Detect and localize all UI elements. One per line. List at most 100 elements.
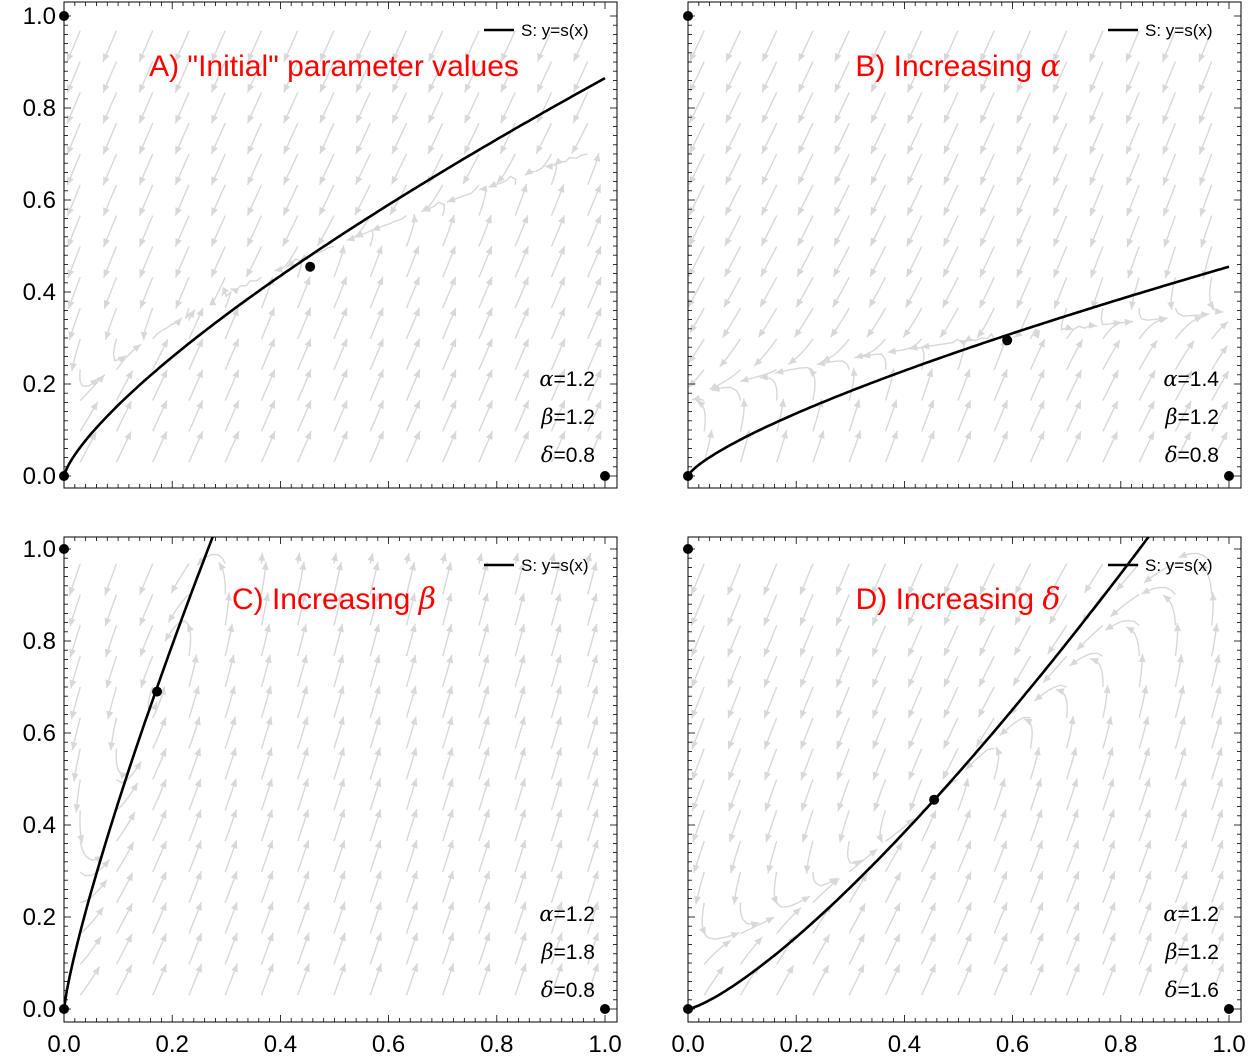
x-tick-label: 0.0 [47,1031,80,1058]
stream-arrow [688,354,696,364]
stream-arrow [139,238,146,247]
stream-arrow [1145,963,1152,973]
stream-arrow [980,114,987,124]
stream-arrow [519,809,527,818]
stream-arrow [798,175,805,185]
stream-arrow [979,647,987,657]
stream-arrow [893,902,901,912]
stream-arrow [175,176,182,186]
stream-arrow [797,268,804,277]
stream-arrow [522,276,529,286]
stream-arrow [139,114,146,124]
stream-arrow [338,245,346,254]
equilibrium-point [59,1004,69,1014]
stream-arrow [340,431,348,440]
stream-arrow [558,369,565,379]
stream-arrow [501,83,508,93]
stream-arrow [159,902,167,912]
stream-arrow [303,276,311,286]
stream-arrow [140,331,148,341]
x-tick-label: 1.0 [1212,1031,1245,1058]
stream-arrow [247,52,255,62]
stream-arrow [104,648,112,658]
stream-arrow [1105,716,1113,725]
stream-arrow [247,145,255,155]
param-label: β=1.8 [540,940,595,964]
stream-arrow [943,237,951,247]
stream-arrow [268,400,275,410]
stream-arrow [724,267,732,277]
stream-arrow [336,561,343,571]
stream-arrow [836,617,843,626]
equilibrium-point [1224,471,1234,481]
stream-arrow [1138,654,1146,663]
stream-arrow [591,716,599,726]
stream-arrow [1038,338,1045,348]
stream-arrow [872,678,879,688]
stream-arrow [728,802,735,812]
stream-arrow [763,709,771,719]
stream-arrow [1036,902,1044,911]
stream-arrow [211,237,218,247]
stream-arrow [555,747,563,757]
stream-arrow [1147,431,1155,441]
stream-arrow [725,237,732,247]
stream-arrow [320,52,327,62]
param-label: β=1.2 [1164,405,1219,429]
stream-arrow [294,552,302,562]
stream-arrow [447,809,454,818]
stream-arrow [218,562,226,572]
stream-arrow [340,307,348,317]
stream-arrow [1143,747,1151,757]
stream-arrow [870,237,878,247]
stream-arrow [1181,932,1188,942]
stream-arrow [1035,809,1043,819]
stream-arrow [481,562,489,571]
stream-arrow [691,586,698,595]
stream-field [688,30,1230,463]
stream-arrow [929,933,936,943]
x-tick-label: 1.0 [588,1031,621,1058]
stream-arrow [265,716,273,726]
stream-arrow [139,207,146,216]
stream-arrow [340,400,348,409]
stream-arrow [821,355,831,362]
stream-arrow [759,373,768,381]
stream-arrow [1069,658,1079,666]
stream-arrow [1016,83,1024,93]
stream-arrow [373,654,381,664]
stream-arrow [554,562,562,571]
stream-arrow [725,83,733,93]
stream-arrow [464,114,472,124]
stream-arrow [1213,654,1221,664]
stream-arrow [374,747,382,757]
stream-arrow [943,739,951,749]
y-tick-label: 1.0 [23,3,56,30]
stream-arrow [413,276,420,286]
stream-arrow [832,298,840,308]
stream-arrow [70,741,78,751]
stream-arrow [73,804,81,813]
stream-arrow [558,276,565,286]
stream-arrow [691,394,701,402]
stream-arrow [211,268,218,278]
param-label: δ=1.6 [1165,978,1219,1002]
stream-arrow [822,934,830,944]
stream-arrow [403,552,411,562]
stream-arrow [1036,871,1044,881]
stream-arrow [1143,778,1151,788]
stream-arrow [301,685,309,695]
stream-arrow [319,114,327,124]
stream-arrow [519,901,527,911]
stream-arrow [1215,716,1223,726]
legend-label: S: y=s(x) [1145,21,1213,40]
stream-arrow [196,431,203,440]
stream-arrow [836,709,843,719]
param-label: α=1.2 [1163,902,1219,926]
stream-arrow [159,840,167,850]
stream-arrow [196,400,203,410]
stream-arrow [942,298,950,308]
stream-arrow [1219,321,1229,330]
stream-arrow [1178,551,1188,558]
stream-arrow [764,771,771,781]
